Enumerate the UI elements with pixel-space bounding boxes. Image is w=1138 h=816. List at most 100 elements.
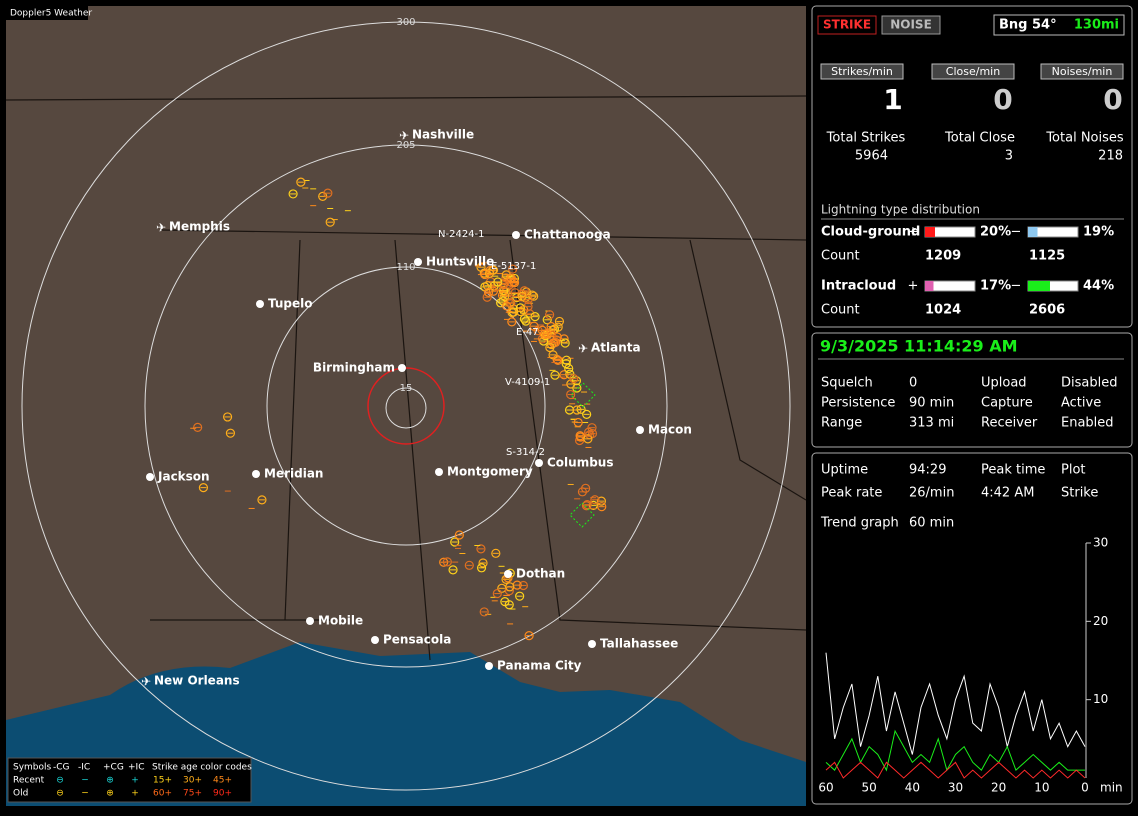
total-label: Total Close (944, 131, 1015, 146)
rate-label: Strikes/min (831, 65, 893, 78)
strike-symbol (564, 363, 574, 374)
legend-row: Recent (13, 776, 45, 786)
strike-symbol (530, 312, 540, 322)
strike-button[interactable] (817, 15, 877, 35)
city-dot (435, 468, 443, 476)
setting: Squelch (821, 376, 873, 391)
strike-symbol (479, 607, 489, 617)
strike-symbol (590, 495, 600, 505)
strike-symbol (288, 189, 298, 199)
city-dot (252, 470, 260, 478)
plane-icon: ✈ (399, 129, 409, 143)
strike-symbol (561, 358, 571, 369)
count-value: 1125 (1029, 249, 1065, 264)
pct-bar (925, 227, 935, 237)
distribution-title: Lightning type distribution (821, 203, 980, 217)
sign: + (908, 225, 919, 240)
city-dot (414, 258, 422, 266)
strike-symbol (566, 389, 576, 400)
strike-symbol (529, 321, 539, 331)
stat: Peak time (981, 463, 1045, 478)
distance: 130mi (1074, 18, 1119, 33)
setting: 0 (909, 376, 917, 391)
setting: 313 mi (909, 416, 954, 431)
strike-symbol (499, 286, 509, 296)
strike-symbol (596, 496, 606, 506)
city-label: Atlanta (591, 341, 641, 355)
strike-symbol (501, 273, 511, 283)
city-label: Tupelo (268, 297, 313, 311)
pct-bar (1028, 281, 1050, 291)
legend-age: 15+ (153, 776, 172, 786)
strike-symbol (570, 382, 596, 408)
strike-symbol (515, 306, 526, 317)
strike-symbol (524, 631, 534, 641)
plane-icon: ✈ (141, 675, 151, 689)
y-tick-label: 30 (1093, 536, 1108, 550)
strike-symbol (499, 278, 509, 288)
sign: − (1011, 279, 1022, 294)
x-tick-label: 40 (905, 781, 920, 795)
stat: Strike (1061, 486, 1098, 501)
strike-symbol (597, 502, 607, 512)
x-tick-label: 10 (1034, 781, 1049, 795)
strike-symbol (569, 502, 595, 528)
pct-bar (1028, 227, 1038, 237)
strike-symbol (484, 268, 495, 278)
strike-symbol (571, 376, 582, 386)
strike-symbol (442, 557, 452, 567)
strike-symbol (464, 560, 474, 570)
strike-symbol (454, 530, 464, 540)
setting: Receiver (981, 416, 1038, 431)
stat: Uptime (821, 463, 868, 478)
city-dot (588, 640, 596, 648)
city-label: Chattanooga (524, 228, 611, 242)
noise-button-label: NOISE (890, 18, 932, 32)
legend-age: 60+ (153, 789, 172, 799)
strike-symbol (519, 286, 529, 296)
strike-symbol (257, 495, 267, 505)
strike-symbol (483, 287, 494, 297)
trend-line (825, 729, 1085, 772)
legend-title: Symbols (13, 763, 52, 773)
strike-symbol (222, 412, 233, 422)
strike-symbol (448, 565, 458, 575)
strike-symbol (198, 483, 209, 493)
strike-symbol (482, 292, 492, 302)
type-label: Intracloud (821, 279, 896, 294)
city-label: Jackson (157, 470, 210, 484)
legend-symbol: + (131, 789, 139, 799)
clock: 9/3/2025 11:14:29 AM (820, 337, 1018, 356)
rate-label-bg (820, 63, 904, 80)
city-dot (256, 300, 264, 308)
city-label: New Orleans (154, 674, 240, 688)
city-label: Tallahassee (600, 637, 678, 651)
noise-button[interactable] (881, 15, 941, 35)
strike-symbol (491, 548, 501, 558)
strike-symbol (581, 501, 592, 511)
bearing: Bng 54° (999, 18, 1057, 33)
pct-label: 44% (1083, 279, 1114, 294)
stat: Peak rate (821, 486, 882, 501)
strike-button-label: STRIKE (823, 18, 871, 32)
inner-ring (385, 387, 427, 429)
panel-box (811, 5, 1133, 328)
city-dot (535, 459, 543, 467)
strike-symbol (515, 591, 525, 601)
setting: Active (1061, 396, 1101, 411)
legend-box (7, 757, 252, 803)
rate-label-bg (1040, 63, 1124, 80)
strike-symbol (545, 310, 555, 320)
strike-symbol (510, 288, 520, 298)
strike-symbol (508, 264, 518, 274)
plane-icon: ✈ (578, 342, 588, 356)
stat: 26/min (909, 486, 954, 501)
legend-symbol: + (131, 776, 139, 786)
plane-icon: ✈ (156, 221, 166, 235)
city-dot (306, 617, 314, 625)
setting: Capture (981, 396, 1033, 411)
strike-symbol (498, 279, 509, 289)
strike-symbol (575, 431, 585, 441)
rate-value: 0 (993, 83, 1012, 116)
